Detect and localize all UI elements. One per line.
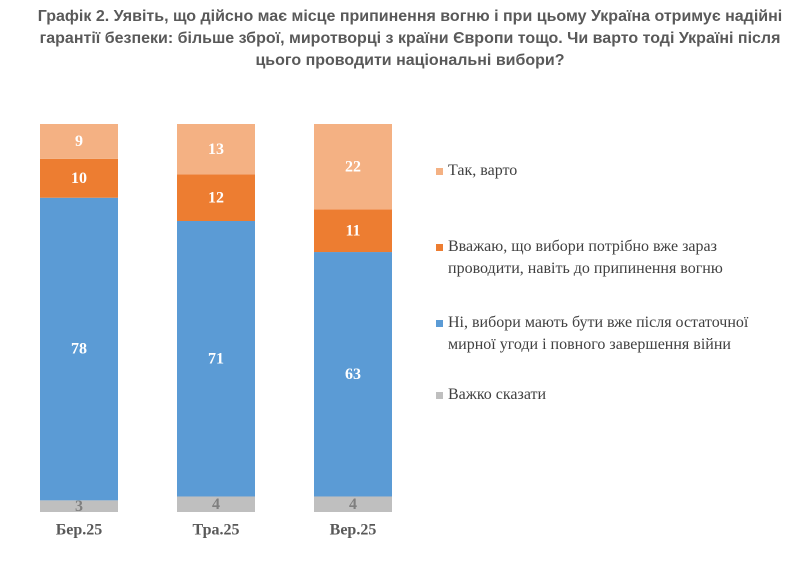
data-label: 11 (345, 222, 360, 239)
data-label: 3 (75, 498, 83, 515)
data-label: 12 (208, 189, 224, 206)
x-tick-label: Тра.25 (193, 522, 240, 539)
data-label: 9 (75, 133, 83, 150)
data-label: 22 (345, 158, 361, 175)
chart-title: Графік 2. Уявіть, що дійсно має місце пр… (37, 8, 783, 69)
data-label: 4 (212, 496, 220, 513)
legend-entry: Ні, вибори мають бути вже після остаточн… (436, 312, 788, 356)
legend-label: Вважаю, що вибори потрібно вже зараз про… (448, 238, 723, 277)
legend-label: Так, варто (448, 162, 518, 179)
bar-segment (40, 197, 118, 501)
data-label: 71 (208, 350, 224, 367)
bar-segment (314, 124, 392, 210)
legend-swatch (436, 244, 443, 251)
x-tick-label: Бер.25 (56, 522, 103, 539)
legend-entry: Так, варто (436, 160, 788, 182)
bar-segment (40, 158, 118, 198)
data-label: 10 (71, 170, 87, 187)
legend-swatch (436, 392, 443, 399)
bar-segment (40, 124, 118, 159)
x-tick-label: Вер.25 (330, 522, 377, 539)
legend-label: Важко сказати (448, 386, 547, 403)
bar-segment (177, 496, 255, 512)
bar-segment (177, 174, 255, 221)
bar-segment (40, 500, 118, 512)
bar-segment (177, 124, 255, 175)
legend-swatch (436, 320, 443, 327)
bar-segment (314, 209, 392, 253)
data-label: 13 (208, 141, 224, 158)
data-label: 78 (71, 341, 87, 358)
bar-segment (177, 221, 255, 497)
legend-entry: Вважаю, що вибори потрібно вже зараз про… (436, 236, 788, 280)
data-label: 63 (345, 366, 361, 383)
bar-segment (314, 496, 392, 512)
legend-swatch (436, 168, 443, 175)
bar-segment (314, 252, 392, 497)
legend-entry: Важко сказати (436, 384, 788, 406)
legend-label: Ні, вибори мають бути вже після остаточн… (448, 314, 749, 353)
data-label: 4 (349, 496, 357, 513)
